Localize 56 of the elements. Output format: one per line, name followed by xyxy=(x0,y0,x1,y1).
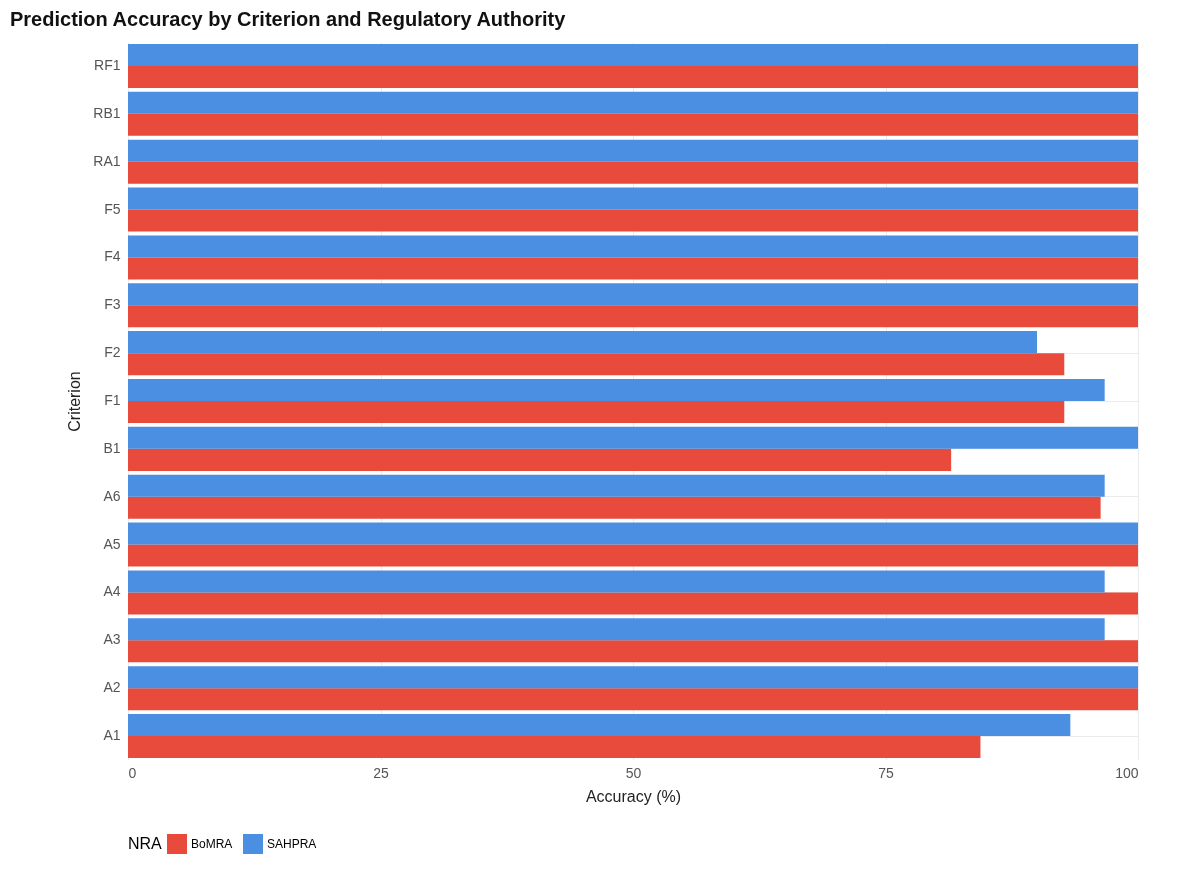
bar xyxy=(128,378,1105,401)
y-tick-label: A3 xyxy=(103,631,121,648)
legend-label: BoMRA xyxy=(191,837,233,851)
y-tick-label: A2 xyxy=(103,679,121,696)
bar xyxy=(128,235,1138,258)
y-tick-label: F4 xyxy=(104,248,121,265)
bar xyxy=(128,522,1138,545)
x-tick-label: 25 xyxy=(373,764,389,781)
bar xyxy=(128,426,1138,449)
bar xyxy=(128,65,1138,88)
y-tick-label: A4 xyxy=(103,583,121,600)
legend-title: NRA xyxy=(128,835,163,852)
bar xyxy=(128,187,1138,210)
bar xyxy=(128,353,1065,376)
y-tick-label: RB1 xyxy=(93,104,121,121)
bar xyxy=(128,43,1138,66)
bar xyxy=(128,474,1105,497)
bar xyxy=(128,161,1138,184)
y-tick-label: A6 xyxy=(103,487,121,504)
bar xyxy=(128,714,1071,737)
y-tick-label: RA1 xyxy=(93,152,121,169)
bar xyxy=(128,331,1037,354)
bar xyxy=(128,209,1138,232)
y-tick-label: F3 xyxy=(104,296,121,313)
x-tick-label: 75 xyxy=(878,764,894,781)
bar xyxy=(128,618,1105,641)
y-tick-label: A5 xyxy=(103,535,121,552)
bar xyxy=(128,688,1138,711)
y-tick-label: RF1 xyxy=(94,56,121,73)
bar xyxy=(128,113,1138,136)
bar xyxy=(128,139,1138,162)
chart-title: Prediction Accuracy by Criterion and Regulatory Authority xyxy=(10,8,567,30)
y-axis-title: Criterion xyxy=(66,371,84,432)
bar xyxy=(128,736,981,759)
bar xyxy=(128,448,952,471)
x-tick-label: 50 xyxy=(625,764,642,781)
y-tick-label: A1 xyxy=(103,727,121,744)
bar xyxy=(128,401,1065,424)
bar xyxy=(128,592,1138,615)
x-tick-label: 0 xyxy=(128,764,137,781)
bar xyxy=(128,91,1138,114)
bar xyxy=(128,666,1138,689)
bar xyxy=(128,305,1138,328)
y-tick-label: F5 xyxy=(104,200,121,217)
x-axis-title: Accuracy (%) xyxy=(585,787,682,805)
legend-label: SAHPRA xyxy=(267,837,317,851)
bar xyxy=(128,257,1138,280)
bar xyxy=(128,570,1105,593)
bar xyxy=(128,496,1101,519)
bar xyxy=(128,283,1138,306)
bar xyxy=(128,544,1138,567)
bar xyxy=(128,640,1138,663)
y-tick-label: F1 xyxy=(104,392,121,408)
x-tick-label: 100 xyxy=(1115,764,1139,781)
y-tick-label: B1 xyxy=(103,439,121,456)
y-tick-label: F2 xyxy=(104,344,121,361)
